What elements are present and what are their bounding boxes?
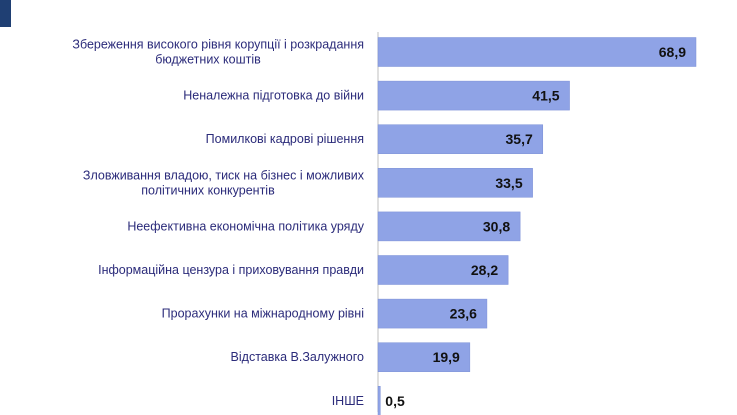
value-label-4: 30,8 <box>483 218 510 234</box>
category-label-line: Відставка В.Залужного <box>231 350 365 364</box>
bar-8 <box>377 386 381 415</box>
category-label-4: Неефективна економічна політика уряду <box>127 219 364 233</box>
category-label-line: політичних конкурентів <box>141 183 275 197</box>
category-label-line: бюджетних коштів <box>155 53 261 67</box>
category-label-8: ІНШЕ <box>332 394 364 408</box>
category-label-5: Інформаційна цензура і приховування прав… <box>98 263 364 277</box>
value-label-8: 0,5 <box>385 393 405 409</box>
category-label-6: Прорахунки на міжнародному рівні <box>162 307 364 321</box>
category-label-line: Прорахунки на міжнародному рівні <box>162 307 364 321</box>
bar-5 <box>377 255 509 285</box>
value-label-0: 68,9 <box>659 44 686 60</box>
value-label-3: 33,5 <box>495 175 522 191</box>
category-label-line: Неефективна економічна політика уряду <box>127 219 364 233</box>
value-label-2: 35,7 <box>506 131 533 147</box>
value-label-7: 19,9 <box>433 349 460 365</box>
corner-accent <box>0 0 11 27</box>
category-label-line: Помилкові кадрові рішення <box>206 132 364 146</box>
value-label-1: 41,5 <box>532 88 559 104</box>
category-label-2: Помилкові кадрові рішення <box>206 132 364 146</box>
category-label-line: Збереження високого рівня корупції і роз… <box>72 38 364 52</box>
category-label-7: Відставка В.Залужного <box>231 350 365 364</box>
bar-2 <box>377 124 544 154</box>
bar-4 <box>377 211 521 242</box>
category-label-3: Зловживання владою, тиск на бізнес і мож… <box>83 168 365 197</box>
category-label-1: Неналежна підготовка до війни <box>183 89 364 103</box>
category-label-0: Збереження високого рівня корупції і роз… <box>72 38 364 67</box>
category-label-line: Зловживання владою, тиск на бізнес і мож… <box>83 168 365 182</box>
category-label-line: Неналежна підготовка до війни <box>183 89 364 103</box>
bar-6 <box>377 298 488 329</box>
value-label-5: 28,2 <box>471 262 498 278</box>
value-label-6: 23,6 <box>450 306 477 322</box>
bar-3 <box>377 168 533 198</box>
bar-1 <box>377 80 570 111</box>
bar-7 <box>377 342 471 372</box>
category-label-line: ІНШЕ <box>332 394 364 408</box>
bar-0 <box>377 37 697 67</box>
category-label-line: Інформаційна цензура і приховування прав… <box>98 263 364 277</box>
